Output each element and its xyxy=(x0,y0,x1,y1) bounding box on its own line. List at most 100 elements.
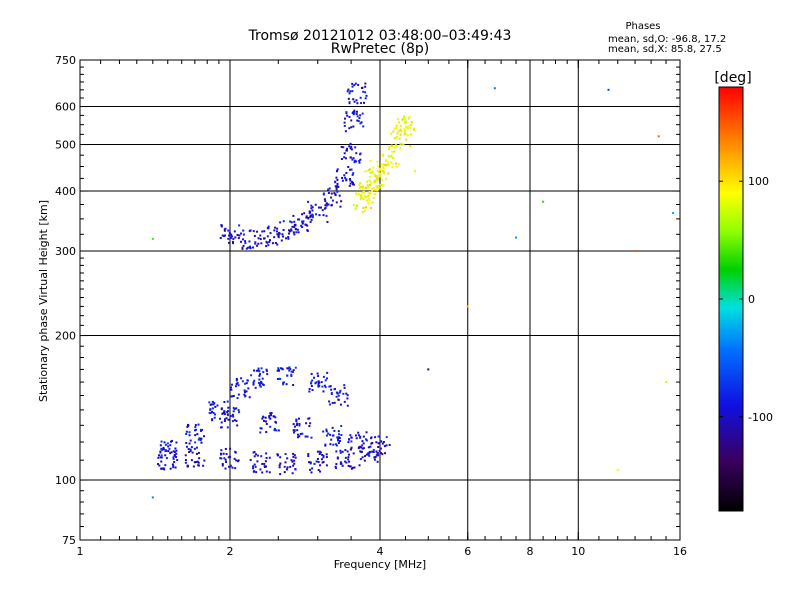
echo-point xyxy=(277,429,280,432)
echo-point xyxy=(382,165,385,168)
echo-point xyxy=(317,375,320,378)
echo-point xyxy=(297,436,300,439)
echo-point xyxy=(310,436,313,439)
echo-point xyxy=(224,418,227,421)
echo-point xyxy=(358,160,361,163)
echo-point xyxy=(369,171,372,174)
echo-point xyxy=(311,216,314,219)
echo-point xyxy=(359,182,362,185)
echo-point xyxy=(238,411,241,414)
echo-point xyxy=(235,407,238,410)
echo-point xyxy=(365,453,368,456)
echo-point xyxy=(414,129,417,132)
echo-point xyxy=(318,381,321,384)
echo-point xyxy=(268,416,271,419)
echo-point xyxy=(336,170,339,173)
echo-point xyxy=(266,373,269,376)
echo-point xyxy=(388,155,391,158)
echo-point xyxy=(384,177,387,180)
echo-point xyxy=(263,237,266,240)
echo-point xyxy=(262,371,265,374)
echo-point xyxy=(160,460,163,463)
echo-point xyxy=(256,454,259,457)
echo-point xyxy=(309,468,312,471)
echo-point xyxy=(220,421,223,424)
echo-point xyxy=(293,220,296,223)
echo-point xyxy=(346,450,349,453)
echo-point xyxy=(253,455,256,458)
echo-point xyxy=(359,158,362,161)
echo-point xyxy=(188,451,191,454)
echo-point xyxy=(371,441,374,444)
echo-point xyxy=(170,451,173,454)
echo-point xyxy=(370,436,373,439)
echo-point xyxy=(339,403,342,406)
echo-point xyxy=(165,457,168,460)
echo-point xyxy=(394,143,397,146)
echo-point xyxy=(330,192,333,195)
echo-point xyxy=(306,435,309,438)
echo-point xyxy=(263,419,266,422)
echo-point xyxy=(347,464,350,467)
echo-point xyxy=(172,464,175,467)
echo-point xyxy=(382,184,385,187)
echo-point xyxy=(390,144,393,147)
echo-point xyxy=(351,180,354,183)
echo-point xyxy=(212,411,215,414)
echo-point xyxy=(244,242,247,245)
echo-point xyxy=(409,133,412,136)
echo-point xyxy=(353,111,356,114)
echo-point xyxy=(401,118,404,121)
echo-point xyxy=(292,429,295,432)
echo-point xyxy=(314,382,317,385)
echo-point xyxy=(347,456,350,459)
echo-point xyxy=(395,162,398,165)
echo-point xyxy=(337,185,340,188)
echo-point xyxy=(228,241,231,244)
echo-point xyxy=(382,167,385,170)
echo-point xyxy=(254,241,257,244)
echo-point xyxy=(308,461,311,464)
phase-box-line-x: mean, sd,X: 85.8, 27.5 xyxy=(608,44,722,55)
echo-point xyxy=(199,429,202,432)
echo-point xyxy=(356,119,359,122)
echo-point xyxy=(308,425,311,428)
echo-point xyxy=(286,374,289,377)
echo-point xyxy=(302,220,305,223)
echo-point xyxy=(372,449,375,452)
echo-point xyxy=(292,452,295,455)
echo-point xyxy=(223,410,226,413)
colorbar-tick-label: -100 xyxy=(748,411,773,424)
echo-point xyxy=(405,125,408,128)
echo-point xyxy=(337,437,340,440)
echo-point xyxy=(369,445,372,448)
echo-point xyxy=(373,181,376,184)
echo-point xyxy=(226,410,229,413)
echo-point xyxy=(188,431,191,434)
echo-point xyxy=(173,460,176,463)
echo-point xyxy=(291,225,294,228)
echo-point xyxy=(359,122,362,125)
echo-point xyxy=(380,184,383,187)
echo-point xyxy=(185,432,188,435)
y-tick-label: 600 xyxy=(55,101,76,114)
echo-point xyxy=(194,424,197,427)
echo-point xyxy=(381,183,384,186)
echo-point xyxy=(360,450,363,453)
echo-point xyxy=(230,395,233,398)
echo-point xyxy=(374,175,377,178)
echo-point xyxy=(322,214,325,217)
echo-point xyxy=(309,214,312,217)
echo-point xyxy=(187,424,190,427)
echo-point xyxy=(159,456,162,459)
echo-point xyxy=(356,193,359,196)
echo-point xyxy=(294,366,297,369)
echo-point xyxy=(172,466,175,469)
echo-point xyxy=(322,456,325,459)
echo-point xyxy=(316,450,319,453)
echo-point xyxy=(321,453,324,456)
echo-point xyxy=(393,127,396,130)
echo-point xyxy=(336,178,339,181)
echo-point xyxy=(607,88,610,91)
